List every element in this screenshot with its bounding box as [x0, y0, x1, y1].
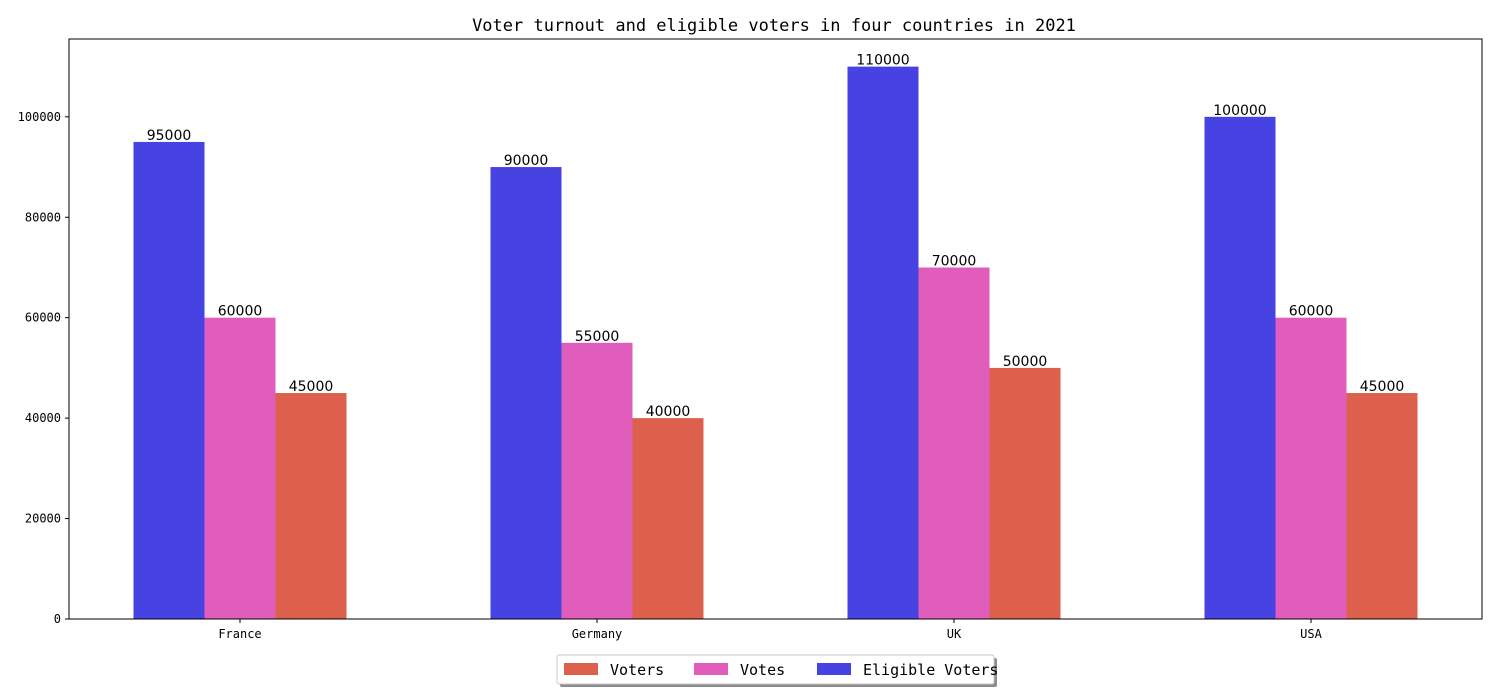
bar-eligible-voters-germany — [490, 167, 562, 619]
legend-box — [556, 654, 995, 685]
bar-voters-germany — [632, 418, 704, 619]
bar-voters-uk — [989, 367, 1061, 619]
plot-area-frame — [68, 38, 1483, 620]
y-tick-label: 60000 — [25, 311, 61, 325]
x-axis: France Germany UK USA — [218, 619, 1323, 641]
data-label-votes-germany: 55000 — [575, 329, 620, 345]
bar-votes-usa — [1275, 317, 1347, 619]
bar-votes-france — [204, 317, 276, 619]
x-tick-label-usa: USA — [1300, 627, 1322, 641]
bars-layer — [133, 66, 1418, 620]
bar-eligible-voters-uk — [847, 66, 919, 620]
x-tick-label-uk: UK — [947, 627, 962, 641]
data-label-eligible-voters-france: 95000 — [147, 128, 192, 144]
x-tick-label-france: France — [218, 627, 261, 641]
legend-label-votes: Votes — [740, 661, 785, 679]
y-axis: 0 20000 40000 60000 80000 100000 — [18, 110, 69, 626]
bar-eligible-voters-france — [133, 141, 205, 619]
legend-label-eligible-voters: Eligible Voters — [863, 661, 998, 679]
data-label-votes-france: 60000 — [218, 304, 263, 320]
y-tick-label: 80000 — [25, 210, 61, 224]
bar-voters-france — [275, 393, 347, 619]
x-tick-label-germany: Germany — [572, 627, 623, 641]
legend: Voters Votes Eligible Voters — [556, 654, 998, 687]
chart-title: Voter turnout and eligible voters in fou… — [472, 16, 1076, 36]
y-tick-label: 100000 — [18, 110, 61, 124]
data-label-voters-france: 45000 — [289, 379, 334, 395]
bar-eligible-voters-usa — [1204, 116, 1276, 619]
y-tick-label: 20000 — [25, 512, 61, 526]
data-label-eligible-voters-germany: 90000 — [504, 153, 549, 169]
y-tick-label: 40000 — [25, 411, 61, 425]
bar-votes-germany — [561, 342, 633, 619]
data-label-eligible-voters-uk: 110000 — [856, 53, 909, 69]
data-label-voters-usa: 45000 — [1360, 379, 1405, 395]
data-label-votes-uk: 70000 — [932, 253, 977, 269]
legend-swatch-votes — [694, 663, 728, 675]
y-tick-label: 0 — [54, 612, 61, 626]
data-labels-layer: 95000 60000 45000 90000 55000 40000 110000 7000… — [147, 53, 1405, 421]
data-label-voters-uk: 50000 — [1003, 354, 1048, 370]
data-label-votes-usa: 60000 — [1289, 304, 1334, 320]
bar-voters-usa — [1346, 393, 1418, 619]
legend-swatch-voters — [564, 663, 598, 675]
data-label-voters-germany: 40000 — [646, 404, 691, 420]
bar-votes-uk — [918, 267, 990, 619]
legend-swatch-eligible-voters — [817, 663, 851, 675]
legend-label-voters: Voters — [610, 661, 664, 679]
data-label-eligible-voters-usa: 100000 — [1213, 103, 1266, 119]
